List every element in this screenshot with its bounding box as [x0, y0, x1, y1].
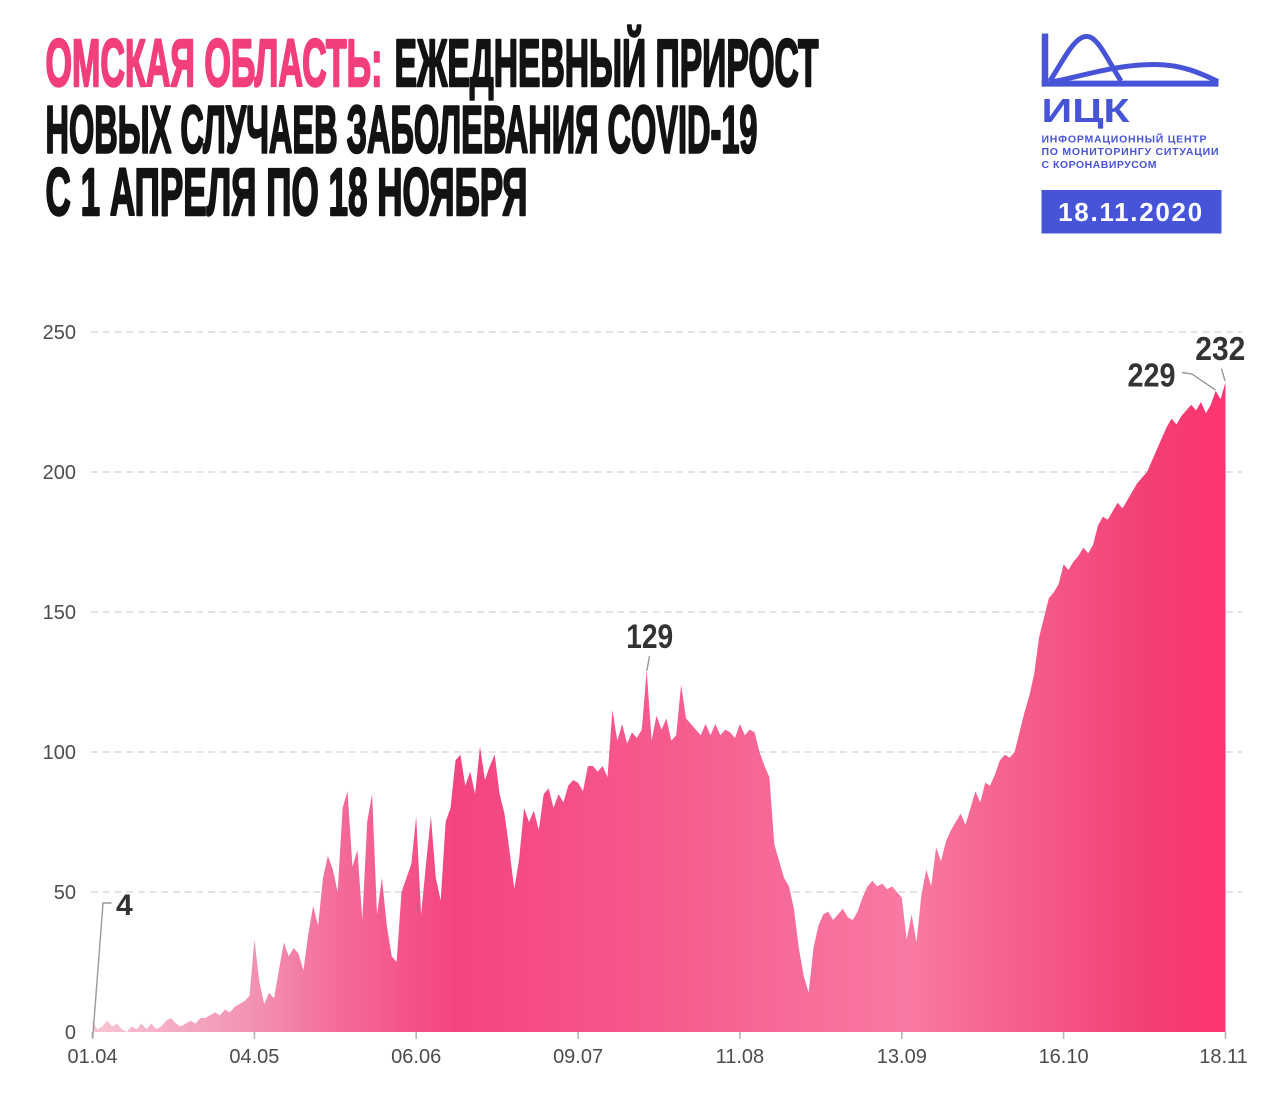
svg-text:01.04: 01.04: [67, 1046, 117, 1068]
svg-text:04.05: 04.05: [229, 1046, 279, 1068]
svg-text:229: 229: [1128, 357, 1176, 394]
svg-text:09.07: 09.07: [553, 1046, 603, 1068]
svg-text:ИЦК: ИЦК: [1042, 92, 1131, 129]
svg-text:НОВЫХ СЛУЧАЕВ ЗАБОЛЕВАНИЯ COVI: НОВЫХ СЛУЧАЕВ ЗАБОЛЕВАНИЯ COVID-19: [46, 93, 758, 168]
svg-text:16.10: 16.10: [1039, 1046, 1089, 1068]
svg-text:18.11: 18.11: [1199, 1046, 1248, 1068]
svg-text:100: 100: [43, 742, 76, 764]
svg-text:ЕЖЕДНЕВНЫЙ ПРИРОСТ: ЕЖЕДНЕВНЫЙ ПРИРОСТ: [395, 25, 819, 101]
svg-text:250: 250: [43, 322, 76, 344]
svg-text:С КОРОНАВИРУСОМ: С КОРОНАВИРУСОМ: [1042, 159, 1157, 171]
svg-text:129: 129: [626, 618, 673, 656]
svg-text:0: 0: [65, 1022, 76, 1044]
svg-text:232: 232: [1195, 330, 1245, 367]
svg-text:С 1 АПРЕЛЯ ПО 18 НОЯБРЯ: С 1 АПРЕЛЯ ПО 18 НОЯБРЯ: [46, 155, 528, 230]
svg-text:18.11.2020: 18.11.2020: [1058, 197, 1204, 227]
svg-text:4: 4: [116, 889, 133, 922]
svg-text:200: 200: [43, 462, 76, 484]
svg-text:06.06: 06.06: [391, 1046, 441, 1068]
svg-text:ОМСКАЯ ОБЛАСТЬ:: ОМСКАЯ ОБЛАСТЬ:: [46, 26, 383, 101]
svg-text:ИНФОРМАЦИОННЫЙ ЦЕНТР: ИНФОРМАЦИОННЫЙ ЦЕНТР: [1042, 132, 1207, 145]
svg-text:13.09: 13.09: [877, 1046, 927, 1068]
svg-text:150: 150: [43, 602, 76, 624]
svg-text:11.08: 11.08: [716, 1046, 765, 1068]
svg-text:ПО МОНИТОРИНГУ СИТУАЦИИ: ПО МОНИТОРИНГУ СИТУАЦИИ: [1042, 146, 1219, 158]
svg-text:50: 50: [54, 882, 76, 904]
